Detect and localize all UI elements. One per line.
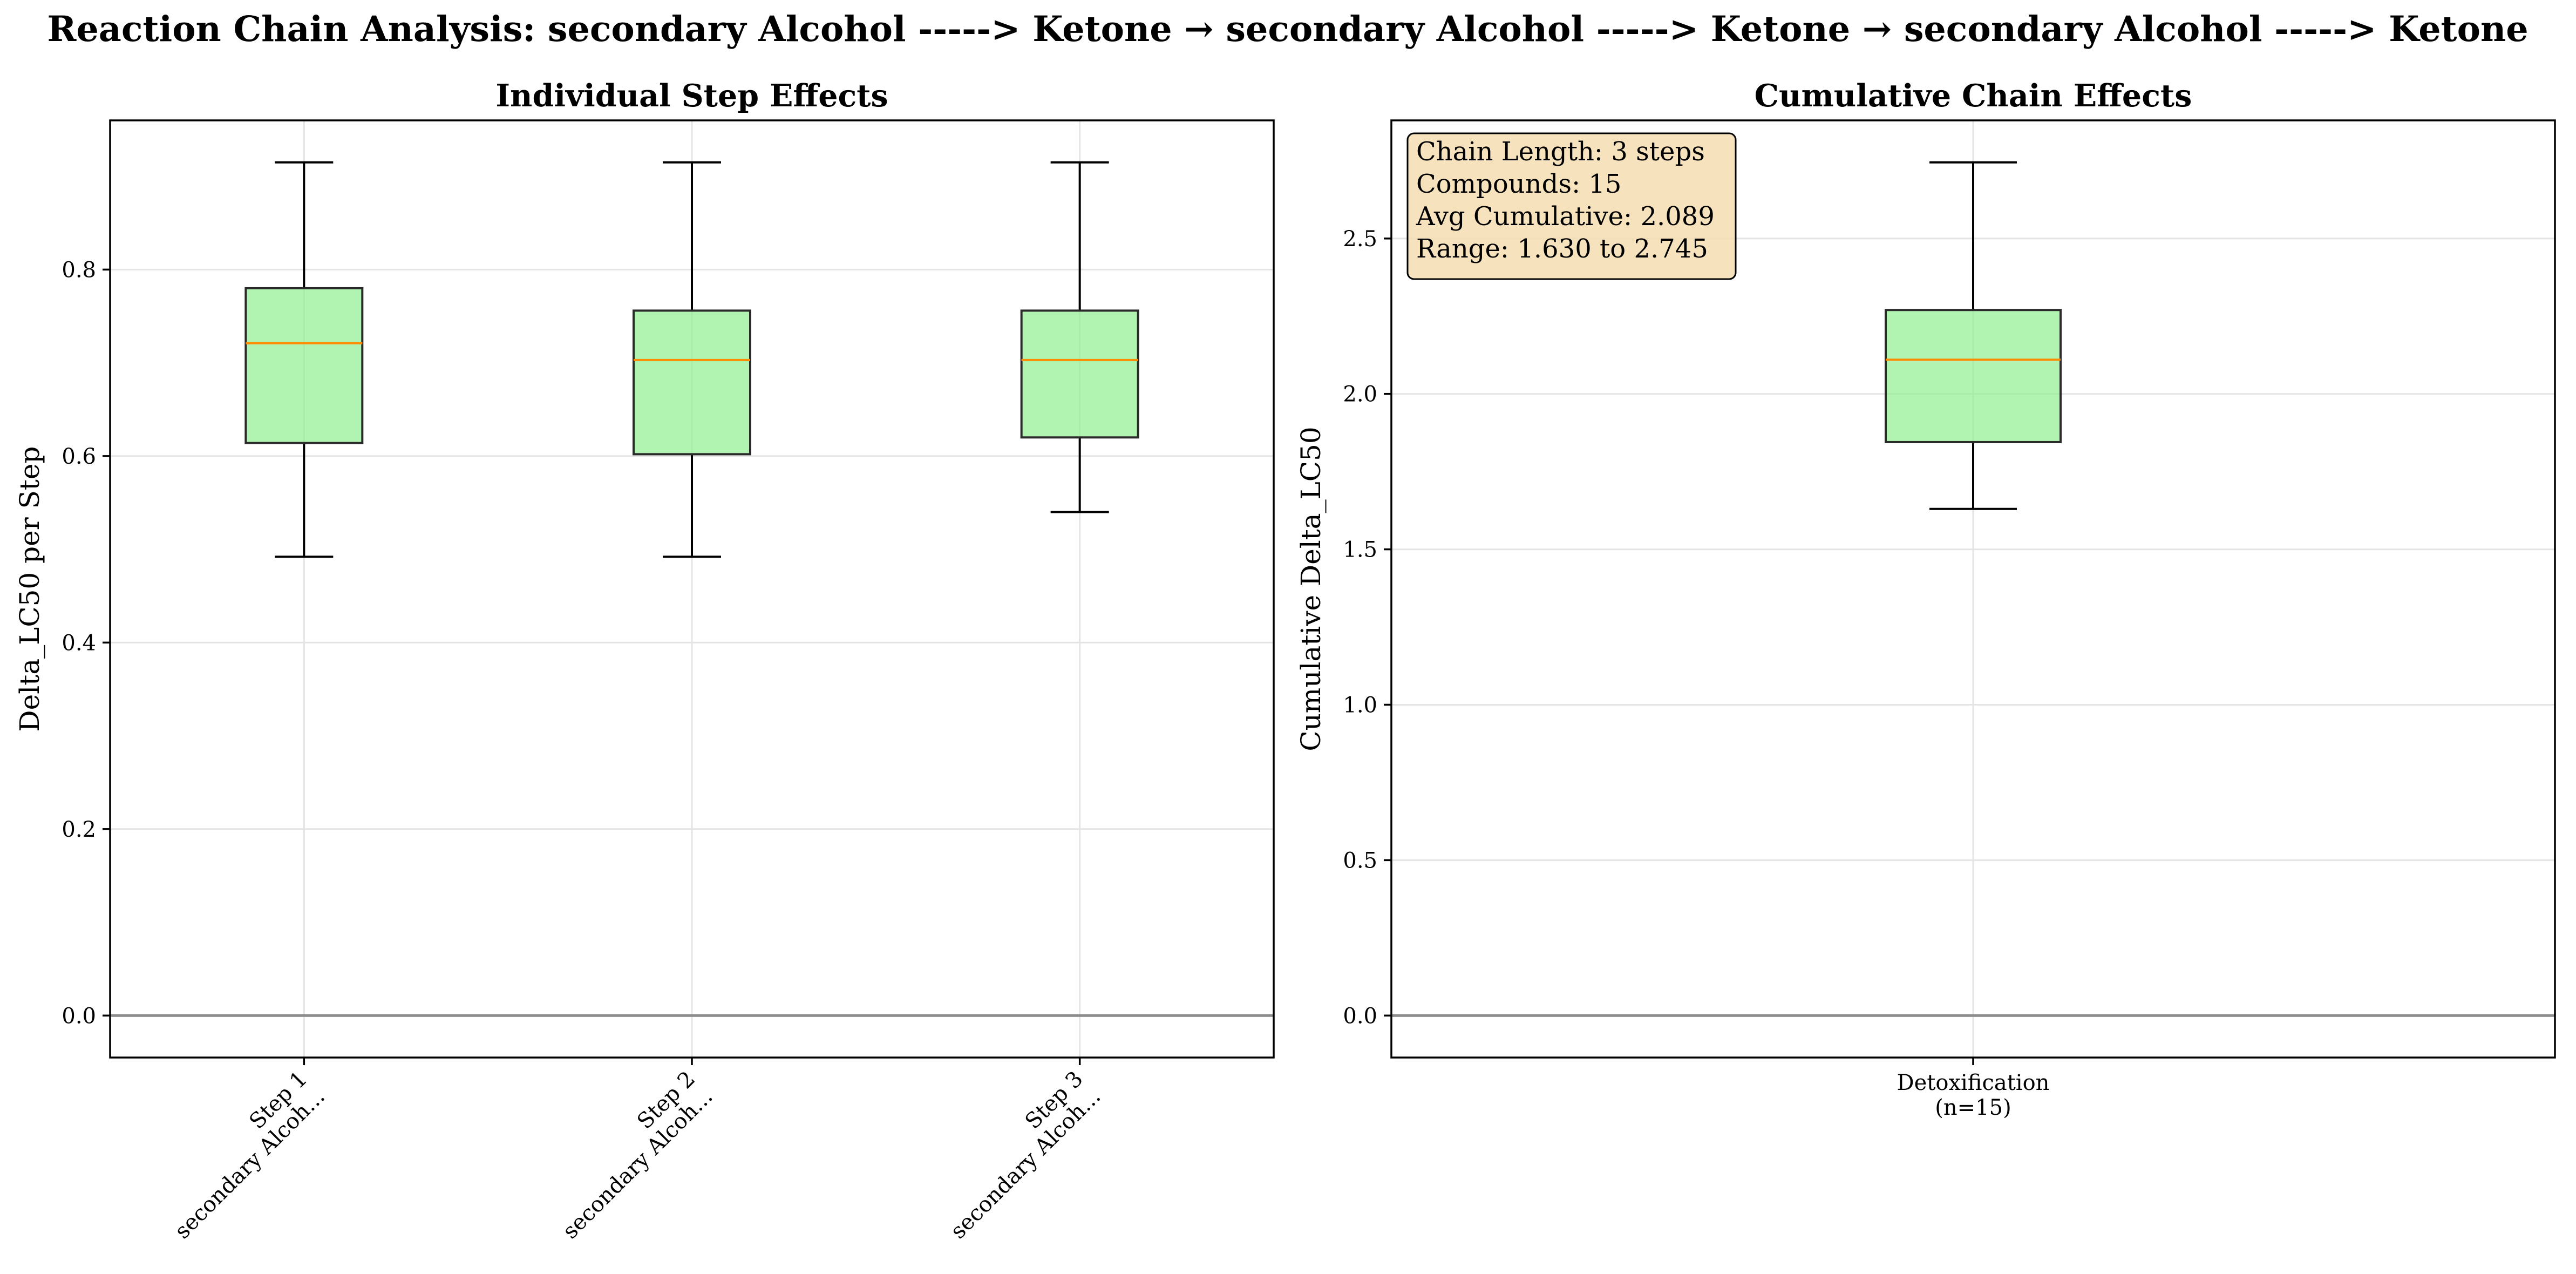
panel-title: Individual Step Effects (495, 78, 888, 114)
x-tick-label-line1: Detoxification (1897, 1070, 2050, 1095)
y-tick-label: 0.2 (62, 817, 96, 842)
annotation-line: Avg Cumulative: 2.089 (1416, 201, 1715, 232)
chart-panels: Individual Step Effects 0.0 0.2 0.4 0.6 0.8 De… (14, 78, 2556, 1244)
y-axis-label: Cumulative Delta_LC50 (1295, 426, 1327, 751)
y-tick-label: 0.6 (62, 444, 96, 469)
y-tick-label: 0.5 (1343, 848, 1377, 873)
box-iqr (244, 287, 364, 444)
panel-title: Cumulative Chain Effects (1755, 78, 2192, 114)
figure-title: Reaction Chain Analysis: secondary Alcoh… (47, 9, 2528, 50)
box-plot-1 (244, 161, 364, 558)
box-plot-3 (1020, 161, 1139, 513)
annotation-line: Range: 1.630 to 2.745 (1416, 234, 1708, 264)
y-tick-label: 2.5 (1343, 227, 1377, 252)
box-iqr (1885, 309, 2062, 443)
y-tick-label: 1.0 (1343, 693, 1377, 717)
y-tick-label: 0.4 (62, 631, 96, 655)
y-tick-label: 0.8 (62, 257, 96, 282)
y-tick-label: 2.0 (1343, 382, 1377, 407)
y-tick-label: 0.0 (62, 1004, 96, 1028)
box-iqr (633, 309, 751, 456)
box-iqr (1020, 309, 1139, 439)
annotation-line: Compounds: 15 (1416, 169, 1621, 199)
box-plot-2 (633, 161, 751, 558)
y-tick-label: 1.5 (1343, 538, 1377, 563)
annotation-line: Chain Length: 3 steps (1416, 137, 1705, 167)
x-tick-label-line2: (n=15) (1935, 1095, 2011, 1120)
y-axis-label: Delta_LC50 per Step (14, 446, 45, 732)
chart-panel-2: Cumulative Chain Effects 0.0 0.5 1.0 1.5 2.0 2… (1295, 78, 2556, 1120)
y-tick-label: 0.0 (1343, 1004, 1377, 1028)
annotation-background (1406, 132, 1737, 280)
box-plot-1 (1885, 161, 2062, 510)
